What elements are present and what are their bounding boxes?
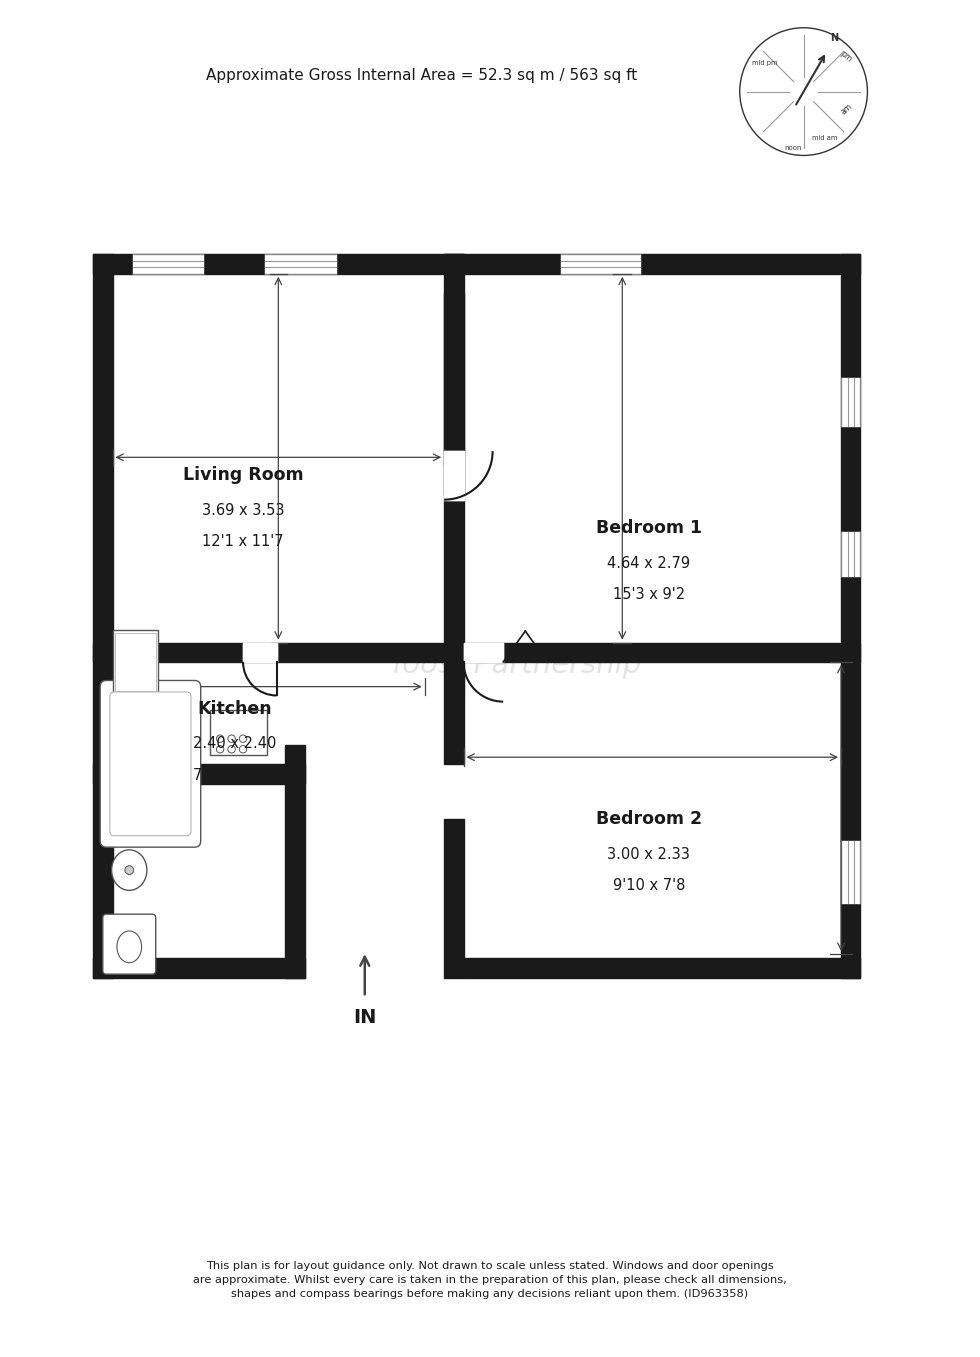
Bar xyxy=(444,255,860,274)
Text: mid am: mid am xyxy=(812,134,838,141)
Ellipse shape xyxy=(117,931,142,962)
Text: IN: IN xyxy=(353,1008,376,1027)
Bar xyxy=(444,255,464,643)
Bar xyxy=(93,255,113,977)
Bar xyxy=(93,643,464,662)
Text: This plan is for layout guidance only. Not drawn to scale unless stated. Windows: This plan is for layout guidance only. N… xyxy=(193,1261,787,1299)
Bar xyxy=(93,764,305,783)
Bar xyxy=(841,532,860,577)
Circle shape xyxy=(124,866,133,874)
Text: 9'10 x 7'8: 9'10 x 7'8 xyxy=(612,878,685,893)
Text: Kitchen: Kitchen xyxy=(197,700,271,718)
Bar xyxy=(561,255,640,274)
Text: 3.69 x 3.53: 3.69 x 3.53 xyxy=(202,502,284,518)
Circle shape xyxy=(217,735,223,742)
Text: 3.00 x 2.33: 3.00 x 2.33 xyxy=(608,847,690,862)
FancyBboxPatch shape xyxy=(103,915,156,974)
Bar xyxy=(444,818,464,977)
Text: Bedroom 1: Bedroom 1 xyxy=(596,518,702,537)
Bar xyxy=(243,643,276,662)
Bar xyxy=(285,745,305,977)
Bar xyxy=(841,841,860,902)
Text: 7'10 x 7'10: 7'10 x 7'10 xyxy=(193,768,275,783)
Bar xyxy=(444,643,464,764)
Bar xyxy=(444,451,464,499)
Text: 4.64 x 2.79: 4.64 x 2.79 xyxy=(608,555,690,571)
Bar xyxy=(841,255,860,977)
Text: Living Room: Living Room xyxy=(182,465,304,484)
Bar xyxy=(93,255,464,274)
Bar xyxy=(210,710,267,756)
Bar xyxy=(266,255,335,274)
Text: foost Partnership: foost Partnership xyxy=(392,650,641,678)
Bar xyxy=(93,958,305,977)
Bar xyxy=(444,451,464,499)
Bar xyxy=(340,958,388,977)
Bar xyxy=(464,958,860,977)
Text: 12'1 x 11'7: 12'1 x 11'7 xyxy=(202,535,284,550)
Text: mid pm: mid pm xyxy=(752,60,777,66)
Bar xyxy=(464,643,504,662)
FancyBboxPatch shape xyxy=(110,692,191,836)
Text: 2.40 x 2.40: 2.40 x 2.40 xyxy=(192,737,276,752)
Circle shape xyxy=(228,745,235,753)
Bar xyxy=(243,643,276,662)
Ellipse shape xyxy=(112,849,147,890)
Circle shape xyxy=(228,735,235,742)
Circle shape xyxy=(217,745,223,753)
Text: Approximate Gross Internal Area = 52.3 sq m / 563 sq ft: Approximate Gross Internal Area = 52.3 s… xyxy=(206,68,637,84)
Bar xyxy=(113,630,159,693)
Text: N: N xyxy=(831,33,839,43)
Bar xyxy=(444,643,860,662)
Bar xyxy=(133,255,204,274)
Bar xyxy=(841,379,860,426)
Circle shape xyxy=(239,735,247,742)
Circle shape xyxy=(239,745,247,753)
Bar xyxy=(464,643,504,662)
Text: 15'3 x 9'2: 15'3 x 9'2 xyxy=(612,588,685,603)
Bar xyxy=(116,632,156,691)
FancyBboxPatch shape xyxy=(100,680,201,847)
Bar xyxy=(444,293,464,494)
Text: noon: noon xyxy=(784,145,802,152)
Text: pm: pm xyxy=(839,49,854,64)
Text: am: am xyxy=(839,102,854,117)
Text: Bedroom 2: Bedroom 2 xyxy=(596,810,702,828)
